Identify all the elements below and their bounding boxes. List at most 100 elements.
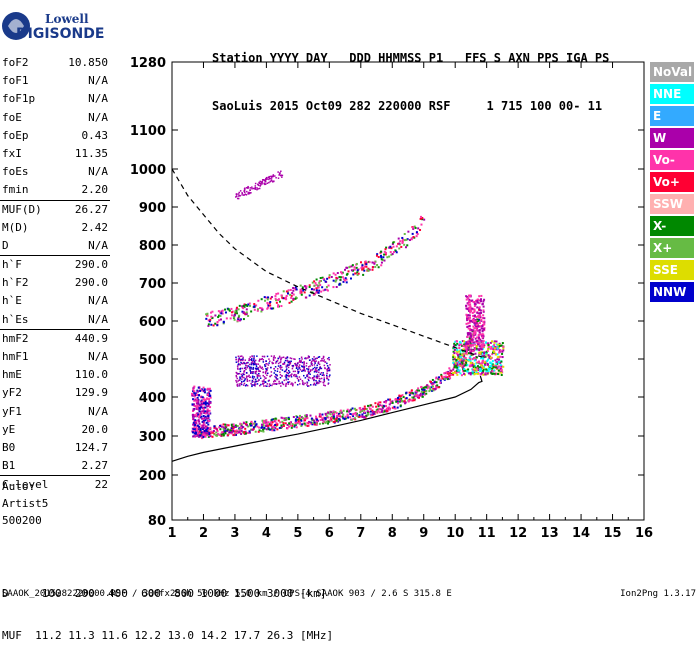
echo-point (431, 382, 434, 385)
echo-point (351, 264, 354, 267)
echo-point (432, 387, 435, 390)
echo-point (204, 435, 207, 438)
echo-point (484, 372, 487, 375)
echo-point (418, 389, 421, 392)
echo-point (224, 423, 227, 426)
echo-point (308, 372, 310, 374)
param-name: hmF2 (2, 331, 29, 345)
echo-point (277, 305, 280, 308)
echo-point (258, 373, 260, 375)
echo-point (235, 356, 237, 359)
echo-point (482, 309, 485, 312)
x-tick-label: 9 (419, 526, 428, 541)
echo-point (245, 313, 248, 316)
echo-point (283, 370, 286, 373)
echo-point (395, 251, 398, 254)
echo-point (468, 314, 471, 317)
echo-point (210, 323, 213, 326)
echo-point (276, 378, 278, 381)
echo-point (458, 346, 461, 349)
echo-point (440, 375, 443, 378)
echo-point (334, 280, 337, 283)
echo-point (365, 263, 368, 266)
echo-point (465, 322, 468, 325)
echo-point (363, 409, 366, 412)
echo-point (203, 429, 206, 432)
echo-point (292, 365, 294, 367)
echo-point (239, 359, 242, 362)
echo-point (461, 364, 464, 367)
echo-point (361, 264, 364, 267)
echo-point (473, 331, 476, 334)
echo-point (202, 401, 205, 404)
echo-point (262, 179, 265, 181)
echo-point (222, 426, 225, 429)
echo-point (219, 318, 222, 321)
echo-point (316, 382, 319, 385)
echo-point (315, 375, 318, 378)
echo-point (384, 253, 387, 256)
echo-point (227, 432, 230, 435)
param-separator (0, 199, 110, 201)
echo-point (241, 362, 243, 365)
echo-point (346, 413, 349, 416)
echo-point (469, 349, 472, 352)
echo-point (375, 254, 378, 257)
echo-point (475, 370, 478, 373)
echo-point (426, 387, 429, 390)
echo-point (248, 430, 251, 433)
echo-point (285, 382, 288, 385)
echo-point (496, 356, 499, 359)
echo-point (288, 425, 291, 428)
echo-point (201, 396, 204, 399)
echo-point (208, 409, 211, 412)
echo-point (324, 288, 327, 291)
echo-point (295, 374, 297, 376)
echo-point (213, 433, 216, 436)
x-tick-label: 3 (230, 526, 239, 541)
echo-point (402, 238, 405, 241)
echo-point (307, 385, 309, 387)
echo-point (319, 373, 322, 375)
param-value: 22 (94, 478, 108, 492)
echo-point (286, 374, 289, 377)
echo-point (248, 379, 251, 382)
echo-point (494, 364, 497, 367)
echo-point (307, 368, 310, 370)
echo-point (205, 397, 208, 400)
echo-point (435, 377, 438, 380)
echo-point (238, 379, 240, 381)
echo-point (294, 297, 297, 300)
echo-point (377, 405, 380, 408)
echo-point (308, 379, 310, 382)
echo-point (291, 292, 294, 295)
echo-point (481, 333, 484, 336)
echo-point (254, 372, 256, 374)
echo-point (477, 315, 480, 318)
echo-point (481, 316, 484, 319)
echo-point (225, 317, 228, 320)
echo-point (232, 423, 235, 426)
echo-point (245, 432, 248, 435)
echo-point (404, 246, 407, 249)
echo-point (395, 245, 398, 248)
echo-point (483, 356, 486, 359)
echo-point (280, 359, 282, 361)
echo-point (244, 430, 247, 433)
echo-point (265, 425, 268, 428)
param-name: h`Es (2, 312, 29, 326)
echo-point (302, 417, 305, 420)
echo-point (242, 422, 245, 425)
echo-point (202, 433, 205, 436)
echo-point (199, 430, 202, 433)
echo-point (216, 321, 219, 324)
echo-point (291, 424, 294, 427)
echo-point (249, 189, 251, 191)
echo-point (271, 429, 274, 432)
echo-point (474, 324, 477, 327)
echo-point (314, 369, 316, 371)
echo-point (317, 356, 320, 359)
echo-point (208, 392, 211, 395)
echo-point (266, 178, 268, 180)
echo-point (405, 391, 408, 394)
